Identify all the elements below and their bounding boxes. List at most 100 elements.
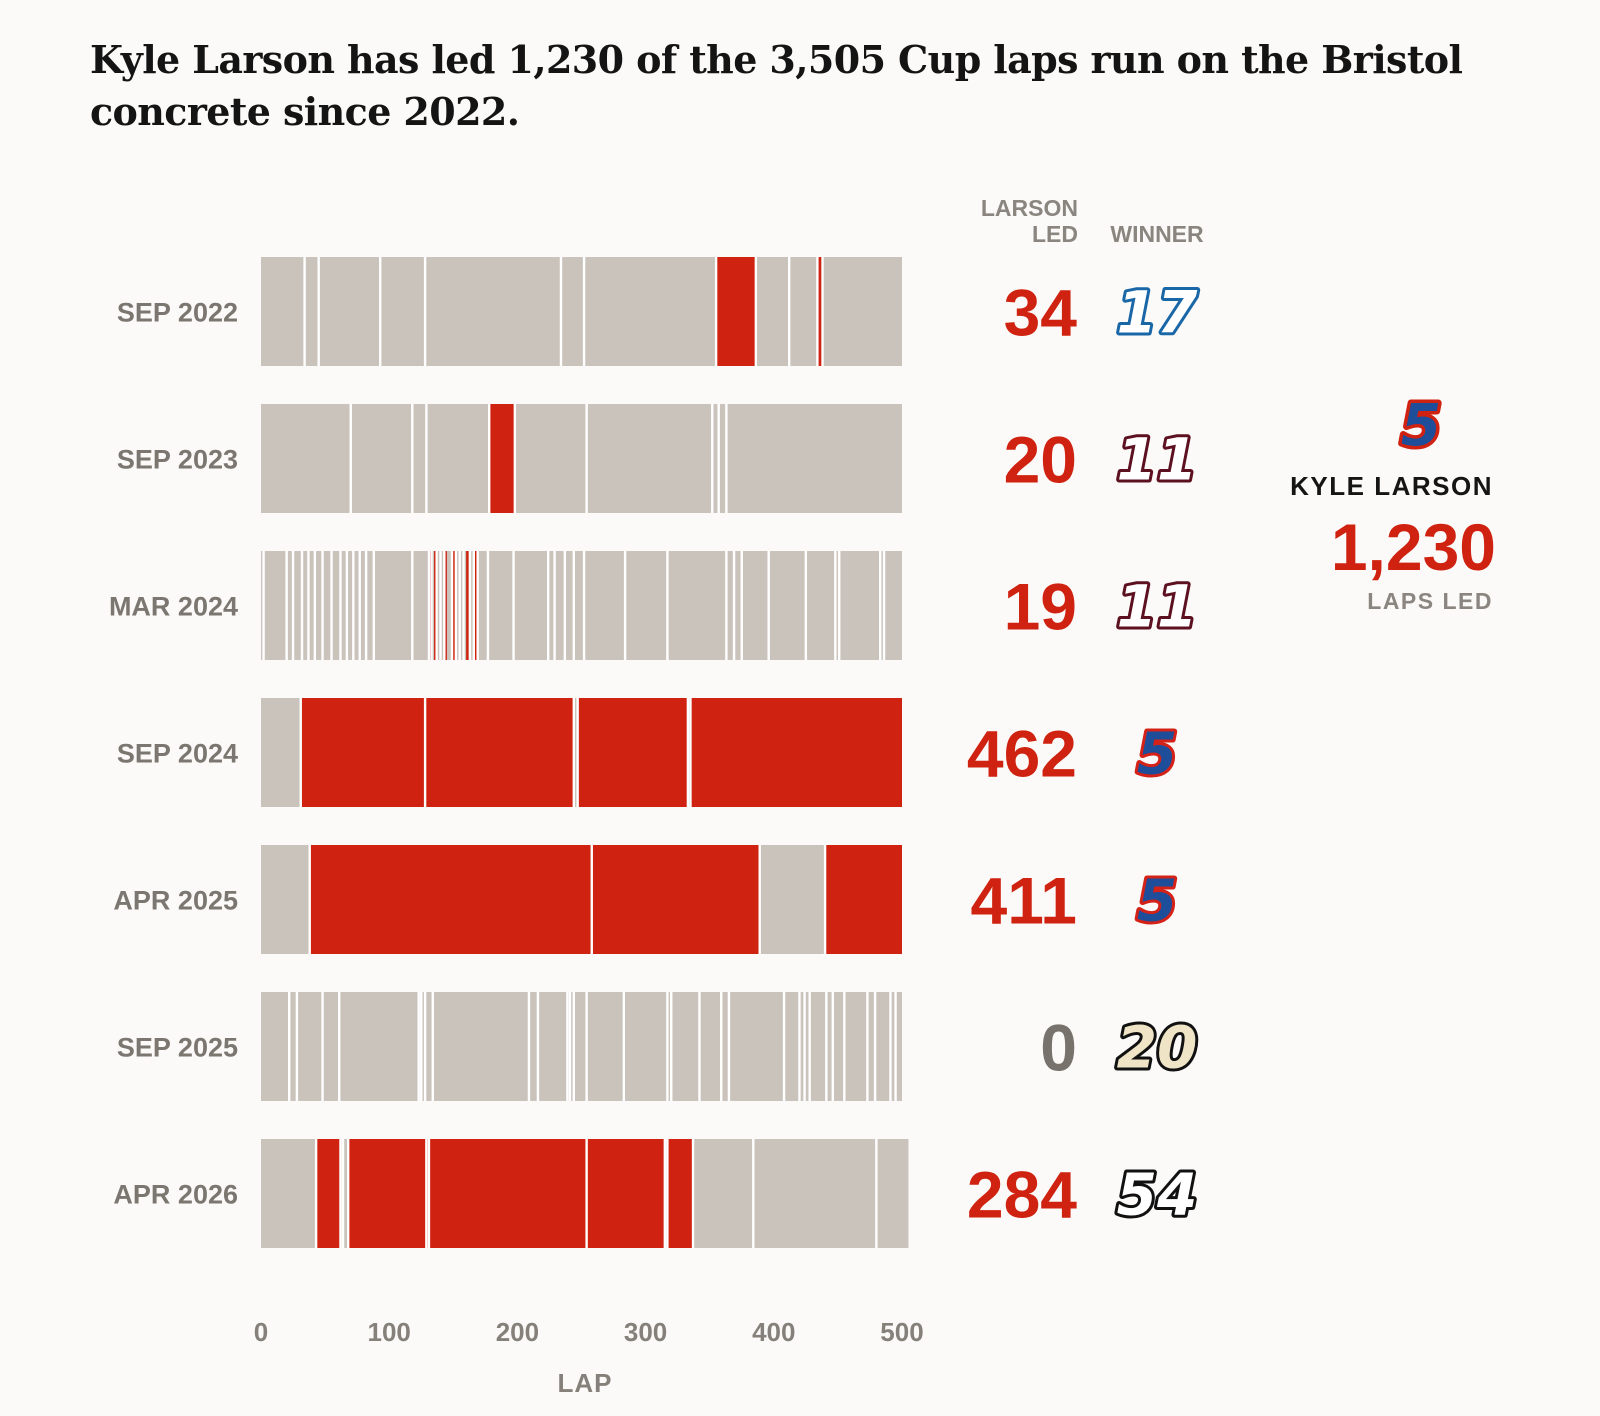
lead-change-line: [486, 551, 490, 660]
larson-laps-led-value: 411: [971, 864, 1077, 938]
lead-change-line: [262, 551, 265, 660]
lead-change-line: [831, 992, 834, 1101]
lead-change-line: [711, 404, 714, 513]
lead-change-line: [725, 551, 728, 660]
larson-laps-led-value: 462: [967, 717, 1077, 791]
lead-change-line: [411, 551, 414, 660]
larson-lead-stint: [434, 551, 437, 660]
lead-change-line: [816, 257, 819, 366]
lead-change-line: [364, 551, 368, 660]
lead-change-line: [288, 992, 291, 1101]
lead-change-line: [882, 551, 886, 660]
lead-change-line: [536, 992, 540, 1101]
larson-lead-stint: [586, 1139, 665, 1248]
larson-car-number-icon: 5: [1401, 391, 1441, 459]
lead-change-line: [321, 992, 324, 1101]
chart-headline: Kyle Larson has led 1,230 of the 3,505 C…: [90, 37, 1463, 134]
lead-change-line: [698, 992, 701, 1101]
race-date-label: SEP 2023: [117, 445, 238, 475]
lead-change-line: [559, 257, 563, 366]
race-laps-bar: [261, 551, 902, 660]
winner-car-number-icon: 54: [1117, 1161, 1198, 1229]
lead-change-line: [300, 551, 304, 660]
lead-change-line: [339, 1139, 342, 1248]
lead-change-line: [308, 845, 311, 954]
race-laps-bar: [261, 257, 902, 366]
lead-change-line: [622, 992, 626, 1101]
lead-change-line: [299, 698, 302, 807]
winner-car-number-icon: 5: [1137, 867, 1177, 935]
winner-header: WINNER: [1110, 221, 1204, 247]
lead-change-line: [313, 551, 317, 660]
lead-change-line: [740, 551, 743, 660]
larson-lead-stint: [300, 698, 574, 807]
lead-change-line: [666, 551, 669, 660]
lead-change-line: [411, 404, 414, 513]
lead-change-line: [666, 1139, 669, 1248]
lead-change-line: [576, 698, 579, 807]
lead-change-line: [349, 404, 352, 513]
lead-change-line: [358, 551, 361, 660]
lead-change-line: [758, 845, 761, 954]
lead-change-line: [458, 551, 461, 660]
lead-change-line: [727, 992, 731, 1101]
side-driver-name: KYLE LARSON: [1290, 471, 1493, 501]
race-row: SEP 2025 0 20: [117, 992, 1200, 1101]
larson-lead-stint: [489, 404, 515, 513]
lead-change-line: [379, 257, 382, 366]
lead-change-line: [546, 551, 550, 660]
lead-change-line: [804, 551, 808, 660]
lead-change-line: [691, 1139, 695, 1248]
lead-change-line: [425, 404, 428, 513]
lead-change-line: [352, 551, 355, 660]
larson-laps-led-value: 20: [1004, 423, 1077, 497]
lead-change-line: [582, 551, 586, 660]
lead-change-line: [689, 698, 692, 807]
winner-car-number-icon: 11: [1117, 426, 1198, 494]
lead-change-line: [837, 551, 841, 660]
lead-change-line: [417, 992, 420, 1101]
x-tick-label: 0: [254, 1317, 268, 1347]
x-tick-label: 300: [624, 1317, 667, 1347]
lead-change-line: [754, 257, 758, 366]
lead-change-line: [585, 992, 588, 1101]
lead-change-line: [572, 698, 576, 807]
lead-change-line: [487, 404, 491, 513]
race-row: MAR 2024 19 11: [109, 551, 1200, 660]
larson-lead-stint: [825, 845, 902, 954]
race-laps-bar: [261, 992, 902, 1101]
winner-car-number-icon: 20: [1117, 1014, 1198, 1082]
lead-change-line: [443, 551, 446, 660]
lead-change-line: [472, 551, 476, 660]
lead-change-line: [568, 992, 572, 1101]
lead-change-line: [314, 1139, 318, 1248]
race-row: SEP 2024 462 5: [117, 698, 1180, 807]
lead-change-line: [295, 992, 299, 1101]
larson-lead-stint: [452, 551, 456, 660]
lead-change-line: [725, 404, 728, 513]
lead-change-line: [512, 551, 515, 660]
lead-change-line: [566, 992, 569, 1101]
lead-change-line: [423, 992, 427, 1101]
larson-laps-led-value: 34: [1004, 276, 1078, 350]
side-total-laps-led: 1,230: [1331, 510, 1496, 584]
lead-change-line: [450, 551, 454, 660]
lead-change-line: [875, 1139, 878, 1248]
lead-change-line: [303, 257, 306, 366]
lead-change-line: [798, 992, 801, 1101]
lead-change-line: [291, 551, 295, 660]
lead-change-line: [717, 404, 720, 513]
lead-change-line: [425, 1139, 428, 1248]
winner-car-number-icon: 5: [1137, 720, 1177, 788]
lead-change-line: [582, 257, 586, 366]
larson-lead-stint: [444, 551, 447, 660]
lead-change-line: [714, 257, 718, 366]
lead-change-line: [663, 1139, 667, 1248]
lead-change-line: [889, 992, 892, 1101]
race-date-label: APR 2026: [113, 1180, 238, 1210]
larson-lead-stint: [309, 845, 760, 954]
lead-change-line: [423, 257, 427, 366]
lead-change-line: [321, 551, 324, 660]
winner-car-number-icon: 11: [1117, 573, 1198, 641]
